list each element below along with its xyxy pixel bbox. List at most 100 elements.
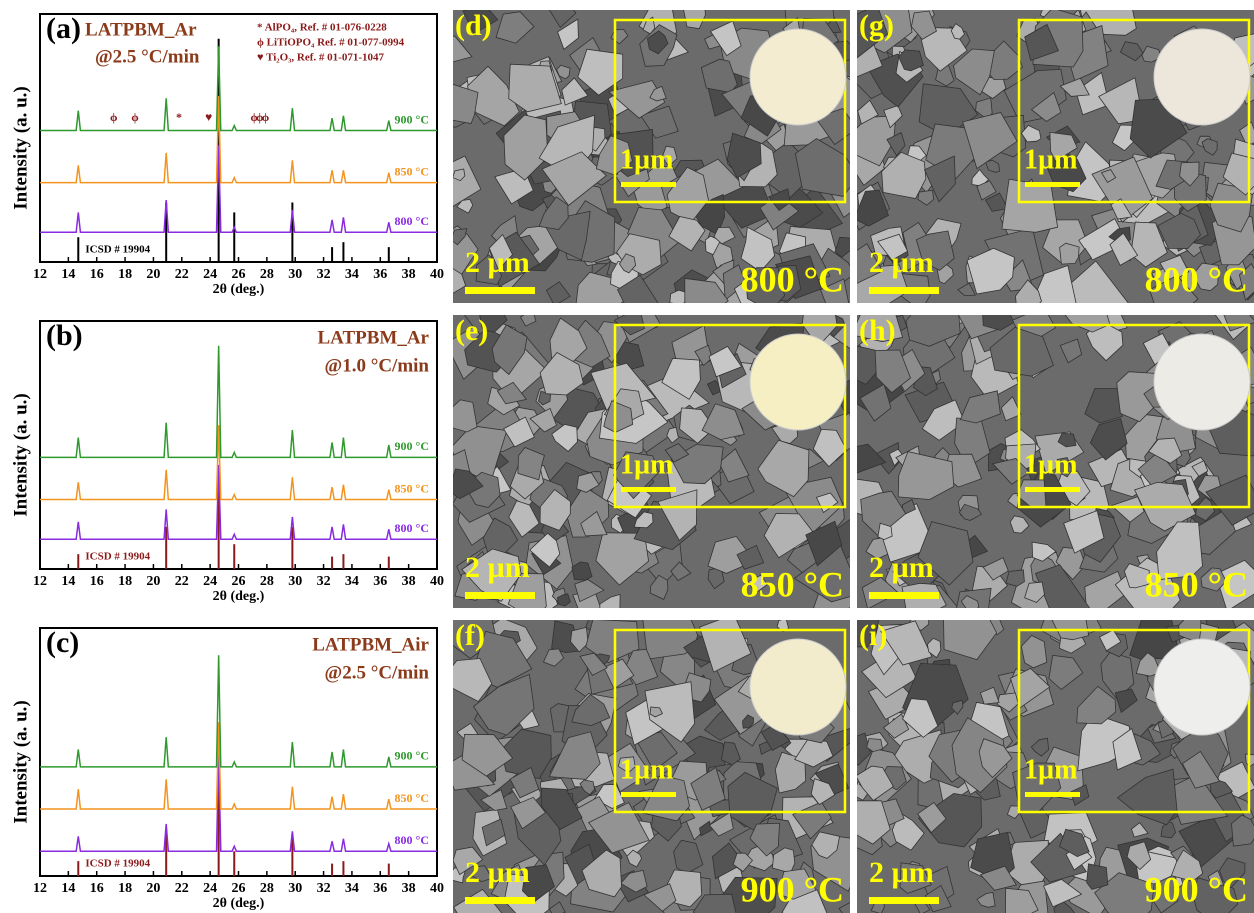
xrd-pattern xyxy=(40,425,437,501)
grain xyxy=(453,399,478,433)
grain xyxy=(959,390,1001,424)
grain xyxy=(732,852,754,873)
x-tick-label: 32 xyxy=(317,881,331,896)
grain xyxy=(479,315,508,333)
grain xyxy=(571,693,611,727)
inset-scale-label: 1µm xyxy=(620,754,673,785)
series-label: 900 °C xyxy=(395,112,429,126)
reference-label: ICSD # 19904 xyxy=(85,858,150,870)
phase-marker: ϕ xyxy=(262,110,270,124)
grain xyxy=(1094,872,1155,913)
grain xyxy=(462,10,499,35)
sem-image xyxy=(453,315,850,608)
x-tick-label: 38 xyxy=(402,574,416,589)
grain xyxy=(1149,275,1199,303)
x-tick-label: 14 xyxy=(61,881,75,896)
inset-frame xyxy=(1017,628,1251,814)
grain xyxy=(1015,279,1042,303)
x-axis-label: 2θ (deg.) xyxy=(213,282,265,297)
grain xyxy=(488,233,513,271)
grain xyxy=(542,648,565,667)
grain xyxy=(923,155,956,203)
inset-scale-label: 1µm xyxy=(620,449,673,480)
grain xyxy=(897,451,955,500)
grain xyxy=(620,869,648,893)
grain xyxy=(617,756,636,774)
sample-title: LATPBM_Air xyxy=(312,634,429,655)
grain xyxy=(574,579,605,603)
grain xyxy=(580,510,608,537)
grain xyxy=(649,706,663,718)
grain xyxy=(777,868,817,900)
grain xyxy=(1100,169,1117,184)
inset-scale-bar xyxy=(1025,792,1080,797)
x-tick-label: 22 xyxy=(175,574,189,589)
grain xyxy=(757,439,810,498)
grain xyxy=(626,849,643,868)
x-tick-label: 36 xyxy=(373,267,387,282)
grain xyxy=(694,344,713,367)
grain xyxy=(891,811,925,851)
grain xyxy=(1059,242,1080,265)
series-label: 900 °C xyxy=(395,749,429,763)
grain xyxy=(538,196,569,230)
inset-scale-bar xyxy=(621,792,676,797)
panel-label: (i) xyxy=(859,619,887,652)
grain xyxy=(453,468,484,500)
grain xyxy=(1238,262,1254,301)
grain xyxy=(1181,750,1221,789)
x-tick-label: 26 xyxy=(232,574,246,589)
grain xyxy=(684,278,729,303)
grain xyxy=(1119,41,1144,62)
grain xyxy=(1005,569,1025,587)
grain xyxy=(805,520,843,567)
grain xyxy=(814,763,850,796)
grain xyxy=(880,620,933,666)
grain xyxy=(1058,828,1090,858)
grain xyxy=(1055,546,1086,581)
grain xyxy=(1031,541,1057,562)
x-tick-label: 16 xyxy=(90,881,104,896)
grain xyxy=(1020,124,1042,143)
inset-scale-bar xyxy=(1025,487,1080,492)
pellet-photo xyxy=(1153,28,1251,126)
grain xyxy=(708,345,743,378)
grain xyxy=(979,686,1000,705)
grain xyxy=(898,49,924,72)
grain xyxy=(1077,713,1134,772)
grain xyxy=(917,801,947,834)
x-tick-label: 38 xyxy=(402,881,416,896)
grain xyxy=(481,818,506,847)
texture xyxy=(453,315,850,608)
grain xyxy=(926,637,942,659)
xrd-pattern xyxy=(40,95,437,184)
grain xyxy=(1200,567,1227,592)
x-tick-label: 38 xyxy=(402,267,416,282)
grain xyxy=(810,778,836,806)
grain xyxy=(690,766,726,811)
scale-label: 2 µm xyxy=(465,856,530,889)
grain xyxy=(1098,77,1144,125)
panel-label: (g) xyxy=(859,9,894,42)
series-label: 900 °C xyxy=(395,439,429,453)
x-tick-label: 18 xyxy=(118,267,132,282)
grain xyxy=(958,503,983,521)
x-tick-label: 12 xyxy=(33,881,47,896)
scale-label: 2 µm xyxy=(465,246,530,279)
phase-legend-entry: ♥ Ti₂O₃, Ref. # 01-071-1047 xyxy=(257,52,384,64)
grain xyxy=(874,349,911,394)
grain xyxy=(763,513,816,559)
grain xyxy=(1034,564,1091,608)
grain xyxy=(466,65,520,127)
grain xyxy=(529,407,557,433)
grain xyxy=(1223,315,1254,332)
grain xyxy=(1112,727,1143,771)
scale-label: 2 µm xyxy=(869,551,934,584)
grain xyxy=(1157,212,1201,250)
grain xyxy=(699,620,752,673)
grain xyxy=(1059,338,1083,364)
grain xyxy=(978,738,1013,779)
grain xyxy=(579,652,608,676)
inset-frame xyxy=(613,18,847,204)
grain xyxy=(1020,635,1048,669)
